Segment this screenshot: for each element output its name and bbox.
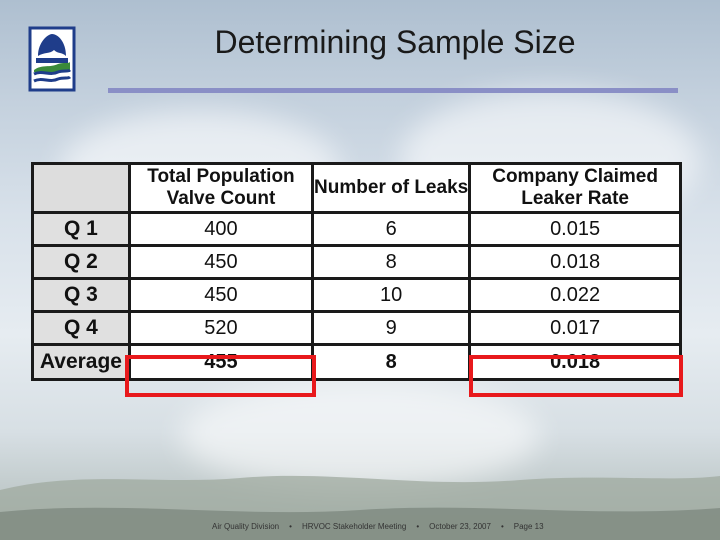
- header-corner-cell: [31, 162, 131, 214]
- cell-valve-count: 520: [127, 310, 315, 346]
- footer-separator: •: [500, 522, 504, 531]
- footer-date: October 23, 2007: [429, 522, 491, 531]
- footer-separator: •: [416, 522, 420, 531]
- highlight-average-leaker-rate: [469, 355, 683, 397]
- table-row: Q 1 400 6 0.015: [31, 211, 682, 247]
- table-row: Q 4 520 9 0.017: [31, 310, 682, 346]
- header-number-of-leaks: Number of Leaks: [311, 162, 472, 214]
- row-label: Q 2: [31, 244, 131, 280]
- background-cloud: [180, 380, 540, 490]
- cell-valve-count: 450: [127, 277, 315, 313]
- table-row: Q 2 450 8 0.018: [31, 244, 682, 280]
- footer-division: Air Quality Division: [212, 522, 280, 531]
- header-population-valve-count: Total Population Valve Count: [127, 162, 315, 214]
- cell-leaker-rate: 0.018: [468, 244, 682, 280]
- row-label: Q 1: [31, 211, 131, 247]
- cell-leaks: 9: [311, 310, 472, 346]
- header-leaker-rate: Company Claimed Leaker Rate: [468, 162, 682, 214]
- cell-leaker-rate: 0.015: [468, 211, 682, 247]
- cell-average-leaker-rate: 0.018: [468, 343, 682, 381]
- table-row: Q 3 450 10 0.022: [31, 277, 682, 313]
- cell-leaker-rate: 0.017: [468, 310, 682, 346]
- cell-leaks: 10: [311, 277, 472, 313]
- cell-valve-count: 400: [127, 211, 315, 247]
- row-label-average: Average: [31, 343, 131, 381]
- slide-title: Determining Sample Size: [214, 24, 576, 60]
- sample-size-table: Total Population Valve Count Number of L…: [31, 162, 682, 381]
- cell-leaks: 6: [311, 211, 472, 247]
- average-row: Average 455 8 0.018: [31, 343, 682, 381]
- background-hills: [0, 475, 720, 540]
- table-header-row: Total Population Valve Count Number of L…: [31, 162, 682, 214]
- footer-page: Page 13: [513, 522, 544, 531]
- footer-separator: •: [289, 522, 292, 531]
- footer-meeting: HRVOC Stakeholder Meeting: [301, 522, 407, 531]
- agency-logo: [28, 26, 76, 92]
- highlight-average-valve-count: [125, 355, 316, 397]
- title-underline: [108, 88, 678, 93]
- slide-footer: Air Quality Division • HRVOC Stakeholder M…: [212, 522, 544, 531]
- cell-average-leaks: 8: [311, 343, 472, 381]
- row-label: Q 3: [31, 277, 131, 313]
- cell-valve-count: 450: [127, 244, 315, 280]
- cell-leaks: 8: [311, 244, 472, 280]
- cell-leaker-rate: 0.022: [468, 277, 682, 313]
- row-label: Q 4: [31, 310, 131, 346]
